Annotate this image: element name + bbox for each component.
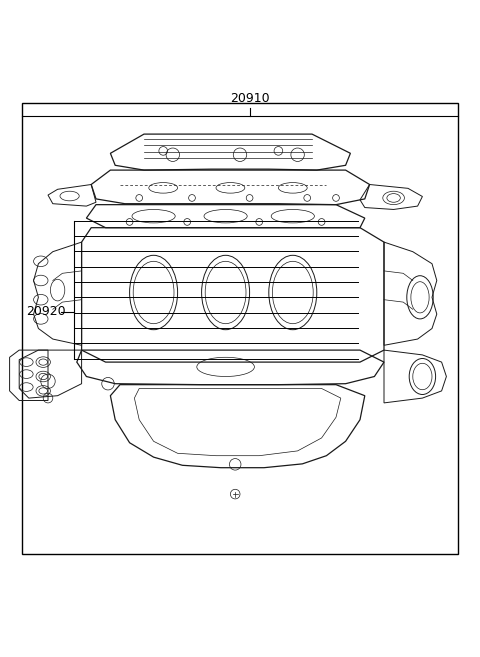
Text: 20910: 20910 xyxy=(230,92,269,105)
Text: 20920: 20920 xyxy=(26,306,66,318)
